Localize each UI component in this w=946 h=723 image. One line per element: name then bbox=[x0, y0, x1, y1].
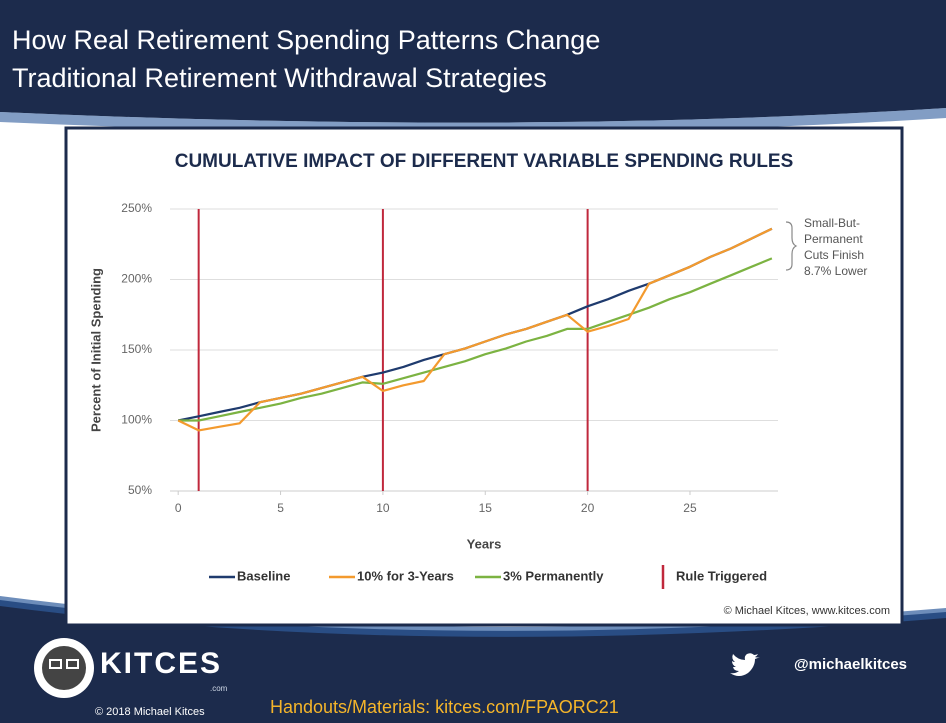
x-tick-label: 5 bbox=[277, 501, 284, 515]
x-tick-label: 15 bbox=[479, 501, 493, 515]
x-tick-label: 20 bbox=[581, 501, 595, 515]
avatar-glasses bbox=[49, 659, 62, 669]
copyright: © 2018 Michael Kitces bbox=[95, 706, 205, 718]
annotation-brace bbox=[785, 221, 798, 271]
y-tick-label: 150% bbox=[121, 342, 152, 356]
handouts-link[interactable]: Handouts/Materials: kitces.com/FPAORC21 bbox=[270, 697, 619, 717]
chart-title: CUMULATIVE IMPACT OF DIFFERENT VARIABLE … bbox=[175, 151, 794, 172]
x-axis-label: Years bbox=[467, 536, 502, 551]
slide-title: How Real Retirement Spending Patterns Ch… bbox=[12, 25, 600, 55]
chart: CUMULATIVE IMPACT OF DIFFERENT VARIABLE … bbox=[88, 151, 890, 617]
series-line bbox=[178, 257, 773, 422]
y-tick-label: 50% bbox=[128, 483, 152, 497]
slide-title: Traditional Retirement Withdrawal Strate… bbox=[12, 63, 547, 93]
annotation: Permanent bbox=[804, 232, 863, 246]
footer-stripe bbox=[0, 596, 946, 637]
avatar-face bbox=[42, 646, 86, 690]
header-band bbox=[0, 0, 946, 123]
twitter-icon bbox=[730, 653, 760, 676]
annotation: 8.7% Lower bbox=[804, 264, 867, 278]
annotation: Cuts Finish bbox=[804, 248, 864, 262]
y-tick-label: 200% bbox=[121, 272, 152, 286]
x-tick-label: 0 bbox=[175, 501, 182, 515]
legend-label: Baseline bbox=[237, 568, 290, 583]
y-tick-label: 250% bbox=[121, 201, 152, 215]
avatar-glasses bbox=[66, 659, 79, 669]
legend-label: 3% Permanently bbox=[503, 568, 604, 583]
credit: © Michael Kitces, www.kitces.com bbox=[724, 605, 890, 617]
legend-label: Rule Triggered bbox=[676, 568, 767, 583]
logo bbox=[34, 638, 94, 698]
legend-label: 10% for 3-Years bbox=[357, 568, 454, 583]
logo-suffix: .com bbox=[210, 684, 228, 693]
twitter-handle[interactable]: @michaelkitces bbox=[794, 656, 907, 673]
x-tick-label: 10 bbox=[376, 501, 390, 515]
logo-text: KITCES bbox=[100, 647, 222, 680]
x-tick-label: 25 bbox=[683, 501, 697, 515]
chart-frame bbox=[64, 126, 904, 627]
header-stripe bbox=[0, 108, 946, 133]
y-tick-label: 100% bbox=[121, 413, 152, 427]
series-line bbox=[177, 227, 773, 432]
annotation: Small-But- bbox=[804, 216, 860, 230]
y-axis-label: Percent of Initial Spending bbox=[88, 268, 103, 432]
